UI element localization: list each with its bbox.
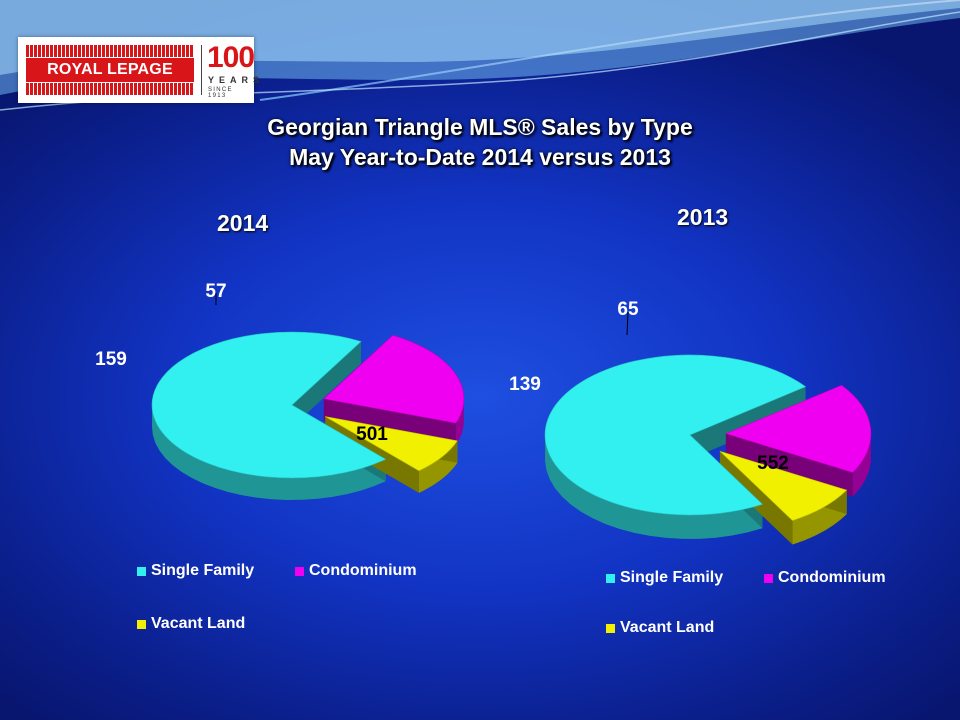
logo-brand-text: ROYAL LEPAGE [26, 58, 194, 82]
logo-since: SINCE 1913 [208, 87, 233, 99]
legend-label-vacant-land: Vacant Land [151, 615, 246, 632]
data-label-condominium: 139 [509, 374, 541, 395]
legend-swatch-condominium [764, 573, 773, 583]
slice-wall-single-family [292, 341, 362, 427]
legend-swatch-condominium [295, 566, 304, 576]
slice-wall-condominium [725, 433, 853, 497]
legend-item-single-family: Single Family [137, 562, 254, 580]
legend-swatch-vacant-land [606, 623, 615, 633]
pie-2013: 552 139 65 [509, 299, 872, 545]
pie-title-2013: 2013 [677, 204, 729, 230]
legend-swatch-vacant-land [137, 619, 146, 629]
slice-condominium [725, 384, 872, 473]
label-leader-line [626, 311, 629, 336]
data-label-condominium: 159 [95, 349, 127, 370]
legend-swatch-single-family [137, 566, 146, 576]
legend-item-condominium: Condominium [295, 562, 417, 580]
legend-label-vacant-land: Vacant Land [620, 619, 715, 636]
slice-single-family [151, 331, 387, 479]
pie-title-2014: 2014 [217, 210, 269, 236]
legend-swatch-single-family [606, 573, 615, 583]
legend-label-single-family: Single Family [620, 569, 724, 586]
slice-side-single-family [545, 437, 763, 539]
slice-vacant-land [325, 416, 458, 472]
data-label-single-family: 552 [757, 453, 789, 474]
logo-100: 100 [207, 41, 255, 74]
data-label-single-family: 501 [356, 424, 388, 445]
slice-condominium [323, 334, 465, 424]
legend-item-vacant-land: Vacant Land [606, 619, 714, 637]
slice-vacant-land [719, 450, 848, 521]
legend-item-condominium: Condominium [764, 569, 886, 587]
slice-side-single-family [152, 404, 386, 500]
legend-label-single-family: Single Family [151, 562, 255, 579]
pie-2014: 501 159 57 [95, 281, 465, 500]
slice-wall-condominium [323, 398, 456, 446]
slice-side-condominium [852, 430, 871, 497]
data-label-vacant-land: 57 [205, 281, 226, 302]
data-label-vacant-land: 65 [617, 299, 639, 320]
slice-side-condominium [455, 395, 464, 446]
chart-title-line-2: May Year-to-Date 2014 versus 2013 [289, 144, 671, 170]
chart-title-line-1: Georgian Triangle MLS® Sales by Type [267, 114, 693, 140]
legend-label-condominium: Condominium [309, 562, 417, 579]
slice-wall-single-family [690, 386, 806, 459]
royal-lepage-logo: ROYAL LEPAGE 100 YEARS SINCE 1913 [18, 37, 259, 103]
logo-years: YEARS [208, 75, 265, 85]
legend-item-vacant-land: Vacant Land [137, 615, 245, 633]
slice-single-family [544, 354, 807, 516]
legend-item-single-family: Single Family [606, 569, 723, 587]
legend-label-condominium: Condominium [778, 569, 886, 586]
